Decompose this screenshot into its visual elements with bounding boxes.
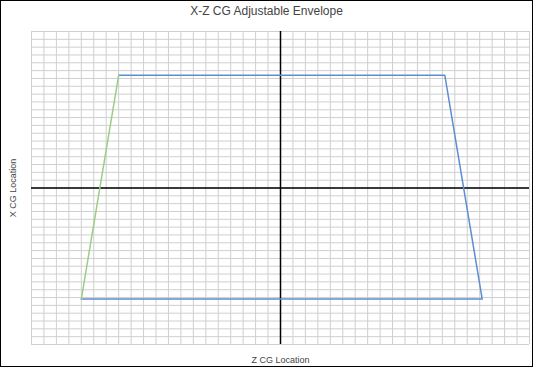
html-text:X-Z CG Adjustable Envelope: X-Z CG Adjustable Envelope [190, 4, 343, 18]
svg-text:Z CG Location: Z CG Location [251, 355, 309, 365]
svg-text:X CG Location: X CG Location [8, 159, 18, 218]
